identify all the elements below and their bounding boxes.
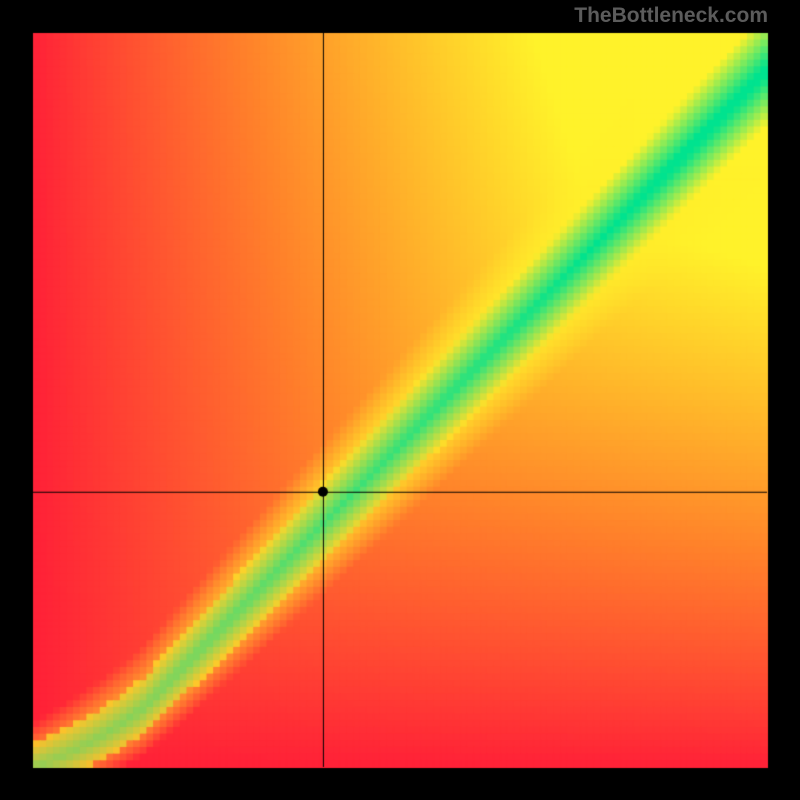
chart-container: TheBottleneck.com xyxy=(0,0,800,800)
bottleneck-heatmap-canvas xyxy=(0,0,800,800)
attribution-text: TheBottleneck.com xyxy=(574,4,768,28)
